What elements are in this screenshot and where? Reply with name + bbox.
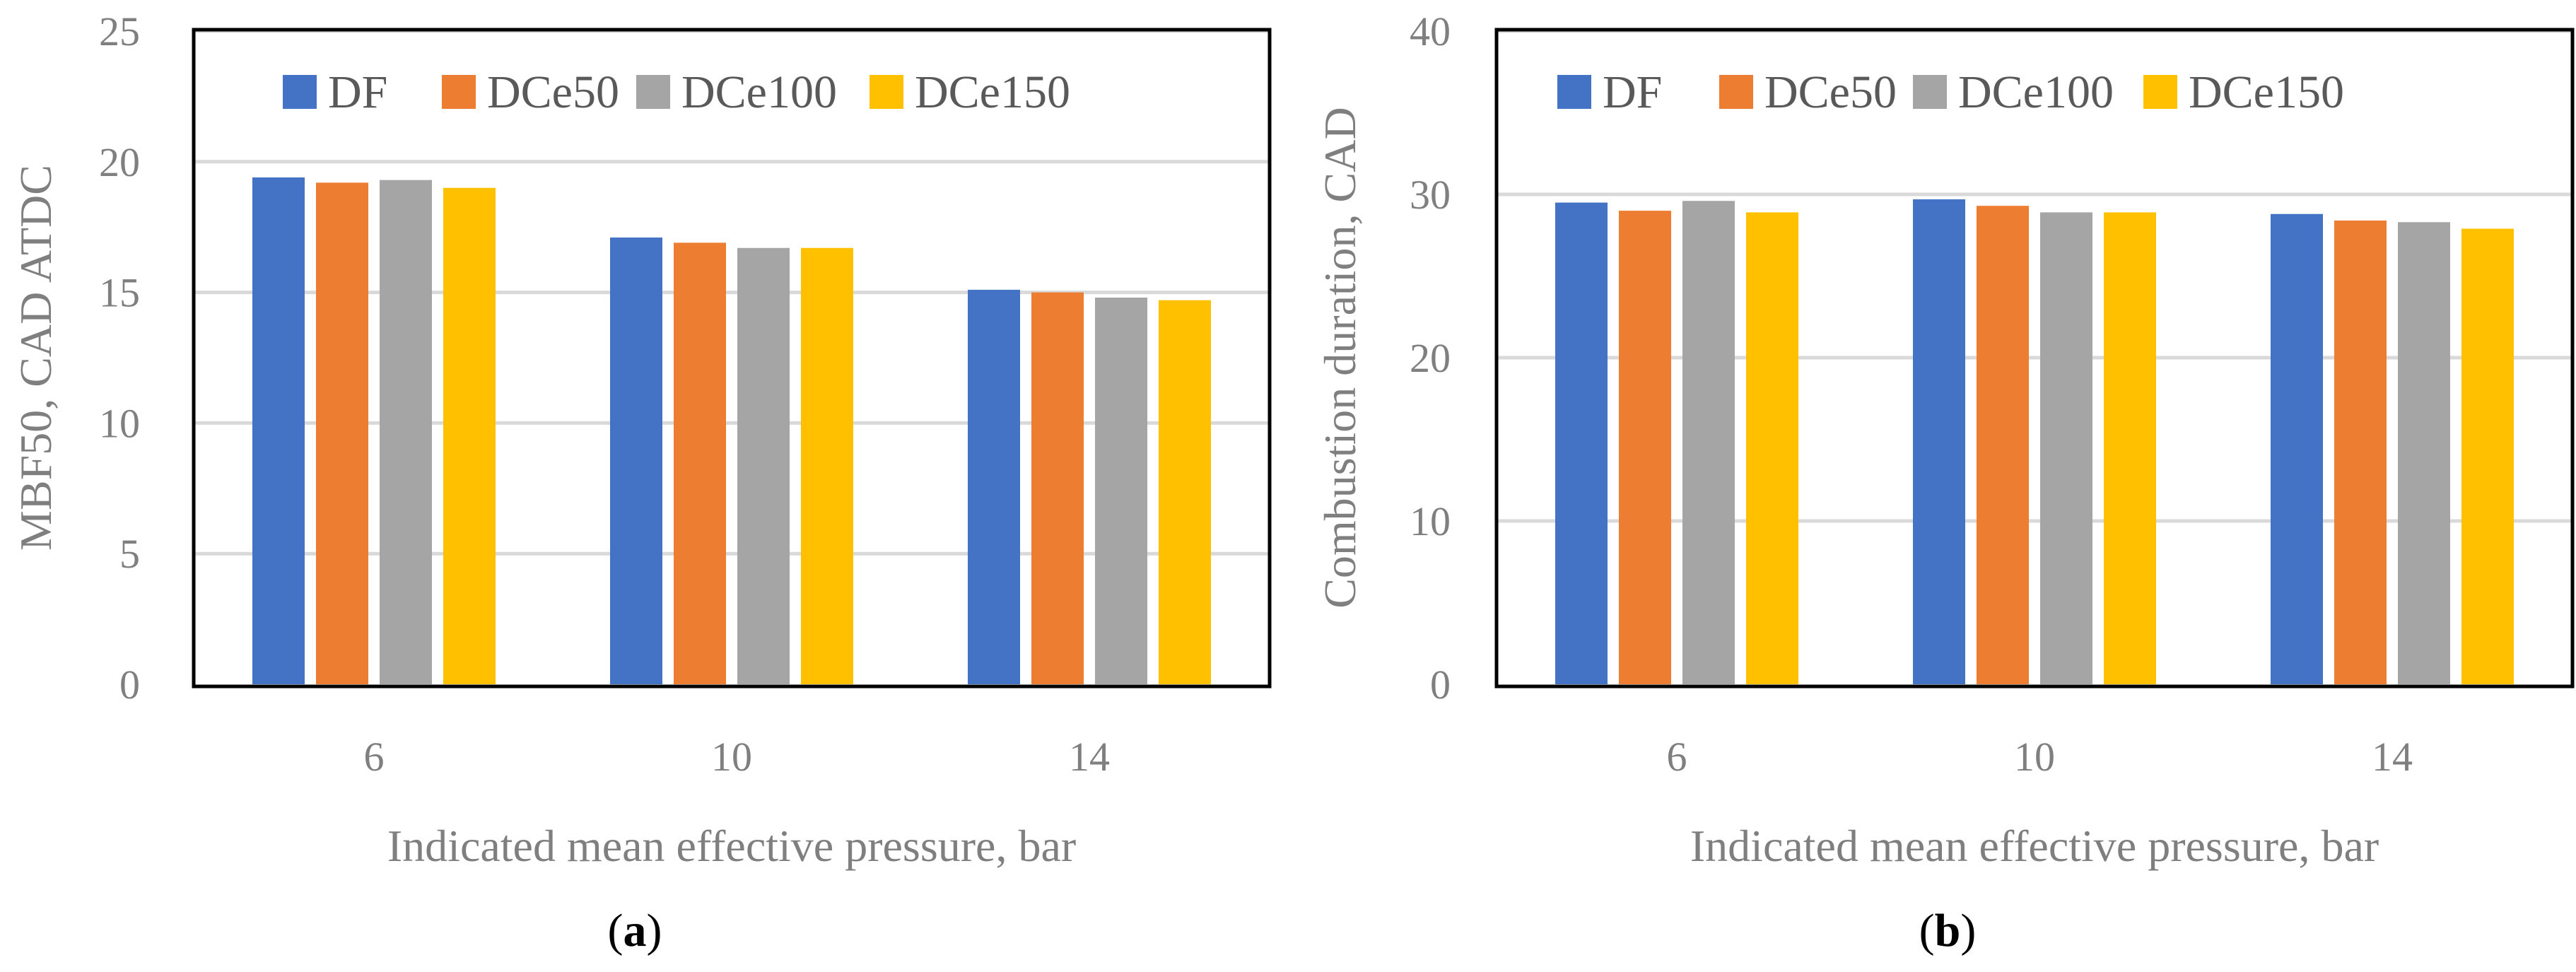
y-tick-label: 40 bbox=[1410, 8, 1451, 54]
bar-df-6 bbox=[1555, 202, 1608, 684]
x-axis-title: Indicated mean effective pressure, bar bbox=[387, 821, 1076, 871]
bar-dce150-10 bbox=[801, 247, 853, 684]
chart-b: 0 10 20 30 40 6 10 14 DF DCe50 DCe100 DCe150 Indicat… bbox=[1315, 8, 2575, 871]
bar-dce100-6 bbox=[1682, 201, 1735, 684]
caption-b: (b) bbox=[1919, 905, 1977, 956]
y-axis-title: Combustion duration, CAD bbox=[1315, 107, 1365, 608]
x-tick-label: 10 bbox=[711, 734, 752, 780]
bar-dce150-14 bbox=[2461, 228, 2514, 684]
y-tick-label: 0 bbox=[119, 662, 140, 708]
legend-swatch-dce50 bbox=[1719, 75, 1753, 109]
legend-label-df: DF bbox=[1603, 66, 1662, 118]
bar-df-14 bbox=[2271, 213, 2323, 685]
plot-frame bbox=[192, 28, 1272, 689]
y-tick-label: 25 bbox=[99, 8, 140, 54]
bar-dce150-10 bbox=[2104, 212, 2156, 684]
y-tick-label: 20 bbox=[99, 139, 140, 185]
x-tick-label: 14 bbox=[2372, 734, 2413, 780]
x-tick-label: 10 bbox=[2014, 734, 2055, 780]
x-axis-title: Indicated mean effective pressure, bar bbox=[1690, 821, 2379, 871]
bar-dce150-14 bbox=[1159, 300, 1211, 684]
bar-df-6 bbox=[252, 177, 305, 684]
legend-swatch-dce150 bbox=[2143, 75, 2177, 109]
bar-df-10 bbox=[610, 237, 662, 684]
bar-dce50-6 bbox=[1619, 211, 1671, 685]
x-tick-label: 6 bbox=[364, 734, 385, 780]
bar-dce50-10 bbox=[674, 242, 726, 685]
bar-df-10 bbox=[1913, 199, 1965, 684]
x-tick-label: 14 bbox=[1069, 734, 1110, 780]
y-tick-label: 0 bbox=[1430, 662, 1451, 708]
y-axis-title: MBF50, CAD ATDC bbox=[11, 165, 61, 551]
legend-swatch-df bbox=[1557, 75, 1591, 109]
bar-dce50-14 bbox=[2334, 220, 2387, 685]
legend-label-dce50: DCe50 bbox=[487, 66, 619, 118]
plot-frame bbox=[1494, 28, 2575, 689]
y-tick-label: 10 bbox=[1410, 498, 1451, 544]
bar-dce100-10 bbox=[2040, 212, 2092, 684]
chart-a: 0 5 10 15 20 25 6 10 14 DF DCe50 DCe100 DCe150 Indica… bbox=[11, 8, 1272, 871]
legend-swatch-dce100 bbox=[1913, 75, 1947, 109]
bar-dce50-14 bbox=[1031, 292, 1084, 685]
bar-dce100-14 bbox=[2398, 222, 2450, 684]
legend-label-dce150: DCe150 bbox=[2189, 66, 2344, 118]
legend-label-dce50: DCe50 bbox=[1764, 66, 1897, 118]
legend-label-dce100: DCe100 bbox=[681, 66, 837, 118]
legend-label-df: DF bbox=[328, 66, 387, 118]
legend-swatch-dce100 bbox=[636, 75, 670, 109]
caption-a: (a) bbox=[608, 905, 662, 956]
legend-label-dce100: DCe100 bbox=[1958, 66, 2114, 118]
bar-dce50-10 bbox=[1977, 206, 2029, 684]
y-tick-label: 30 bbox=[1410, 172, 1451, 218]
bar-dce100-6 bbox=[380, 180, 432, 684]
x-tick-label: 6 bbox=[1667, 734, 1687, 780]
legend-swatch-df bbox=[283, 75, 317, 109]
y-tick-label: 10 bbox=[99, 400, 140, 446]
bar-df-14 bbox=[968, 289, 1020, 684]
bar-dce50-6 bbox=[316, 182, 368, 684]
bar-dce150-6 bbox=[1746, 212, 1798, 684]
legend-swatch-dce50 bbox=[442, 75, 476, 109]
bar-dce150-6 bbox=[443, 187, 496, 684]
bar-dce100-10 bbox=[737, 247, 790, 684]
legend-swatch-dce150 bbox=[870, 75, 903, 109]
bar-dce100-14 bbox=[1095, 297, 1147, 684]
legend-label-dce150: DCe150 bbox=[915, 66, 1070, 118]
y-tick-label: 5 bbox=[119, 531, 140, 577]
y-tick-label: 20 bbox=[1410, 335, 1451, 381]
y-tick-label: 15 bbox=[99, 270, 140, 316]
